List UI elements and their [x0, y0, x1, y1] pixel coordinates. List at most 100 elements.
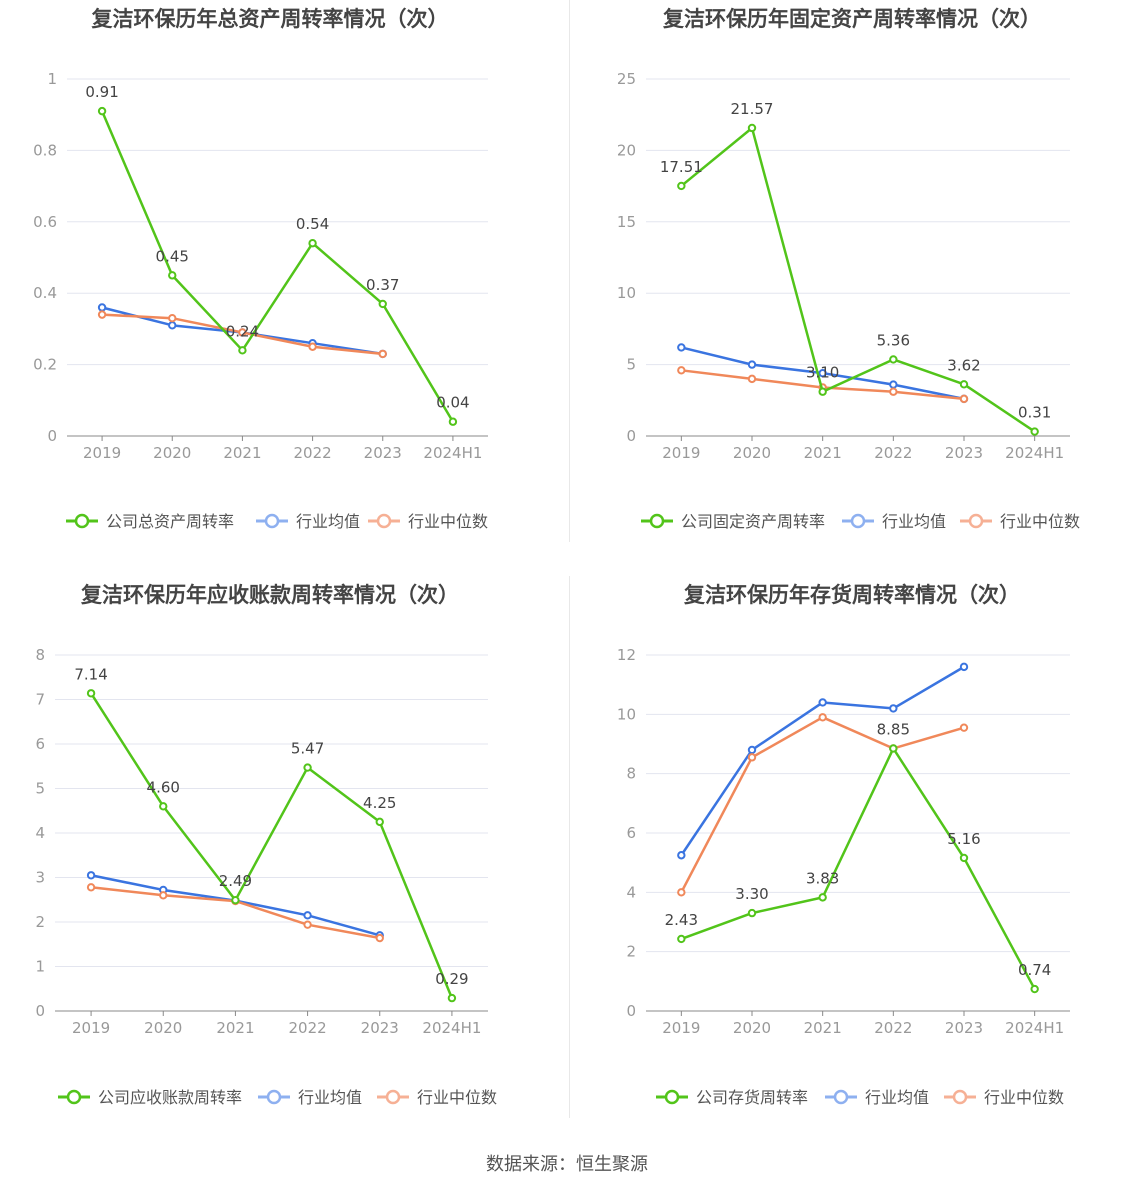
x-tick-label: 2023	[364, 444, 402, 462]
y-tick-label: 2	[35, 913, 45, 931]
company-series-line	[100, 110, 454, 423]
company-series-point	[308, 239, 317, 248]
y-tick-label: 10	[617, 705, 636, 723]
x-tick-label: 2022	[288, 1019, 326, 1037]
median-series-point	[303, 920, 312, 929]
median-series-point	[959, 723, 969, 732]
y-tick-label: 0.2	[33, 356, 57, 374]
y-tick-label: 8	[626, 765, 636, 783]
company-series-point	[959, 853, 969, 863]
x-tick-label: 2020	[144, 1019, 182, 1037]
legend-label: 行业均值	[296, 512, 360, 531]
y-tick-label: 0	[47, 427, 57, 445]
average-series-line	[680, 665, 965, 856]
company-series-point	[159, 802, 168, 811]
legend-marker-circle	[968, 513, 984, 529]
company-series-point	[231, 895, 240, 905]
company-series-point	[818, 893, 827, 902]
x-tick-label: 2019	[662, 444, 700, 462]
x-tick-label: 2024H1	[1005, 444, 1064, 462]
y-tick-label: 4	[35, 824, 45, 842]
data-label: 0.37	[366, 276, 399, 294]
data-label: 0.74	[1018, 961, 1051, 979]
company-series-point	[375, 817, 384, 827]
x-tick-label: 2021	[804, 444, 842, 462]
legend-label: 行业均值	[882, 512, 946, 531]
median-series-point	[889, 387, 898, 396]
data-label: 0.29	[435, 970, 468, 988]
average-series-point	[818, 698, 827, 707]
data-label: 2.43	[665, 911, 698, 929]
legend-label: 行业均值	[298, 1088, 362, 1107]
average-series-point	[747, 745, 757, 755]
median-series-point	[97, 310, 107, 319]
y-tick-label: 6	[35, 735, 45, 753]
average-series-point	[889, 704, 898, 713]
company-series-point	[168, 271, 177, 280]
data-label: 0.04	[436, 394, 469, 412]
legend-marker-circle	[952, 1089, 968, 1105]
data-label: 3.30	[735, 885, 768, 903]
legend-marker-circle	[850, 513, 866, 529]
company-series-point	[818, 387, 827, 396]
company-series-point	[677, 934, 686, 944]
company-series-point	[448, 417, 458, 426]
legend-marker-circle	[264, 513, 280, 529]
legend-marker-circle	[649, 513, 665, 529]
average-series-point	[303, 911, 312, 920]
average-series-point	[677, 343, 686, 352]
company-series-line	[680, 747, 1036, 990]
y-tick-label: 1	[47, 70, 57, 88]
legend-label: 公司总资产周转率	[106, 512, 234, 531]
company-series-point	[959, 380, 969, 389]
company-series-line	[90, 692, 454, 999]
legend-label: 行业中位数	[984, 1088, 1064, 1107]
x-tick-label: 2021	[216, 1019, 254, 1037]
median-series-point	[677, 888, 686, 897]
data-label: 3.10	[806, 364, 839, 382]
legend-label: 行业中位数	[1000, 512, 1080, 531]
y-tick-label: 25	[617, 70, 636, 88]
data-label: 8.85	[877, 720, 910, 738]
company-series-point	[86, 689, 96, 698]
legend-label: 行业均值	[865, 1088, 929, 1107]
company-series-point	[97, 106, 107, 116]
data-label: 5.36	[877, 331, 910, 349]
data-label: 5.47	[291, 740, 324, 758]
company-series-point	[889, 744, 898, 753]
legend-marker-circle	[664, 1089, 680, 1105]
y-tick-label: 7	[35, 691, 45, 709]
median-series-line	[680, 716, 965, 893]
average-series-point	[889, 380, 898, 389]
x-tick-label: 2024H1	[1005, 1019, 1064, 1037]
legend-marker-circle	[66, 1089, 82, 1105]
x-tick-label: 2022	[293, 444, 331, 462]
legend-label: 公司固定资产周转率	[681, 512, 825, 531]
median-series-point	[168, 313, 177, 323]
y-tick-label: 5	[626, 356, 636, 374]
data-label: 0.54	[296, 215, 329, 233]
y-tick-label: 0.6	[33, 213, 57, 231]
legend-label: 行业中位数	[408, 512, 488, 531]
legend-marker-circle	[376, 513, 392, 529]
y-tick-label: 10	[617, 284, 636, 302]
x-tick-label: 2023	[945, 444, 983, 462]
company-series-point	[747, 908, 757, 918]
panel-divider-bottom	[569, 576, 570, 1118]
data-label: 2.49	[219, 872, 252, 890]
x-tick-label: 2019	[72, 1019, 110, 1037]
x-tick-label: 2023	[361, 1019, 399, 1037]
y-tick-label: 0.4	[33, 284, 57, 302]
legend-label: 公司应收账款周转率	[98, 1088, 242, 1107]
median-series-point	[375, 933, 384, 943]
y-tick-label: 15	[617, 213, 636, 231]
y-tick-label: 0	[626, 427, 636, 445]
y-tick-label: 4	[626, 883, 636, 901]
average-series-point	[168, 321, 177, 330]
median-series-point	[308, 342, 317, 351]
legend-marker-circle	[385, 1089, 401, 1105]
x-tick-label: 2023	[945, 1019, 983, 1037]
y-tick-label: 1	[35, 958, 45, 976]
data-label: 21.57	[731, 100, 774, 118]
median-series-line	[90, 886, 380, 940]
